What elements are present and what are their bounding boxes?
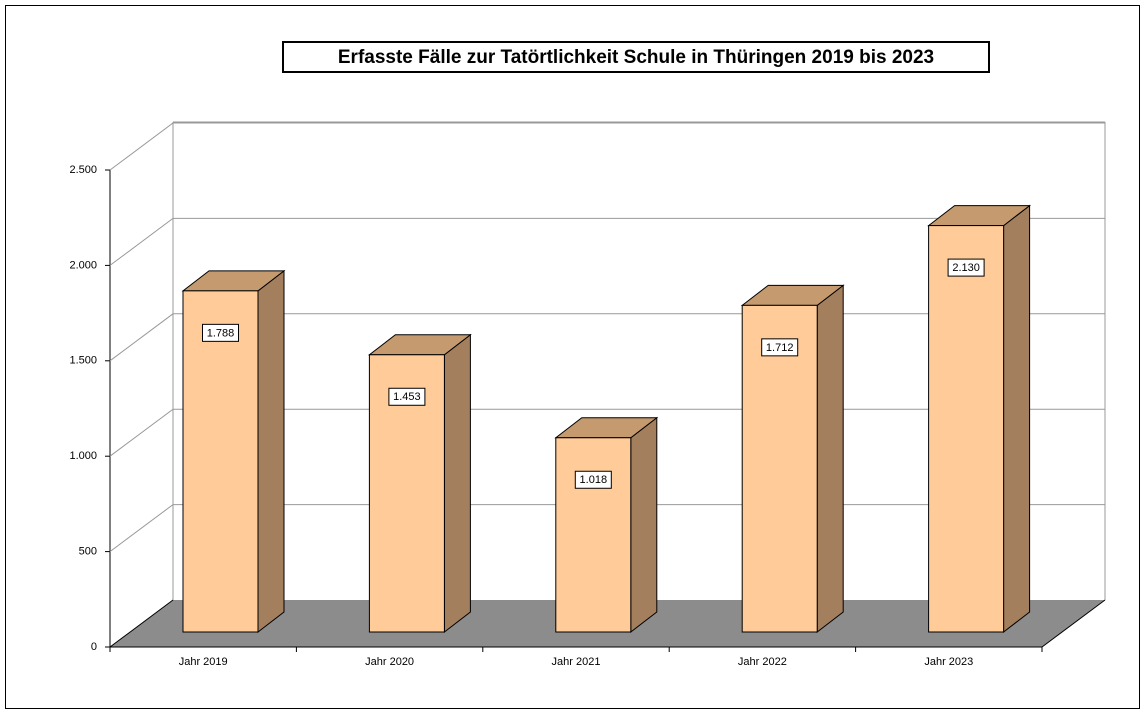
bar [928,225,1005,633]
y-tick-label: 1.000 [69,450,97,462]
x-tick-label: Jahr 2023 [924,656,973,668]
y-tick-label: 1.500 [69,355,97,367]
bar-side [257,269,285,634]
value-label-box [947,258,985,277]
y-tick-label: 0 [91,641,97,653]
x-tick-label: Jahr 2021 [552,656,601,668]
value-label-box [761,338,799,357]
x-tick-label: Jahr 2022 [738,656,787,668]
value-label: 1.788 [207,327,235,339]
value-label: 2.130 [952,262,980,274]
y-tick-label: 2.000 [69,259,97,271]
y-tick-label: 500 [79,546,97,558]
bar-side [630,416,658,634]
grid-line [109,122,1105,171]
value-label: 1.018 [580,474,608,486]
bar-side [443,333,471,634]
value-label: 1.712 [766,342,794,354]
bar-side [816,284,844,634]
grid-line [109,217,1105,266]
value-label-box [202,323,239,342]
floor-edge [109,599,174,648]
chart-title: Erfasste Fälle zur Tatörtlichkeit Schule… [338,47,934,68]
bar [555,437,632,633]
value-label-box [388,387,426,406]
y-tick-label: 2.500 [69,164,97,176]
x-tick-label: Jahr 2020 [365,656,414,668]
value-label-box [574,470,612,489]
value-label: 1.453 [393,391,421,403]
floor-edge [1041,599,1106,648]
x-tick-label: Jahr 2019 [179,656,228,668]
bar [741,304,818,633]
title-box [282,41,990,73]
bar-side [1003,204,1031,634]
bar [182,290,259,633]
